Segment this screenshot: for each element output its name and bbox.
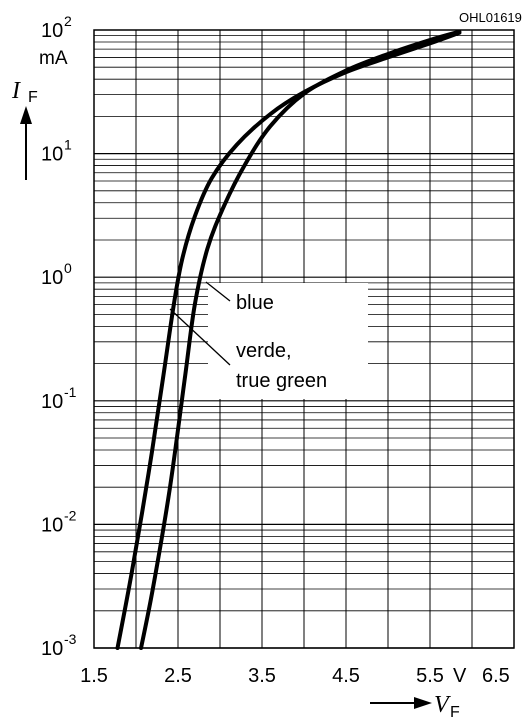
x-symbol: V	[434, 692, 451, 718]
x-tick-label: 1.5	[80, 665, 108, 687]
x-tick-labels: 1.5 2.5 3.5 4.5 5.5 6.5	[80, 665, 510, 687]
y-tick-base: 10	[41, 391, 63, 413]
legend-box	[208, 283, 368, 399]
legend-entry-verde-line2: true green	[236, 370, 327, 392]
y-tick-exponent: -2	[64, 507, 77, 523]
y-tick-exponent: 2	[64, 13, 72, 29]
y-tick-label: 10 -2	[41, 507, 77, 536]
leader-blue	[205, 281, 231, 302]
y-tick-label: 10 0	[41, 260, 72, 289]
series-line-verde-true-green	[139, 29, 462, 650]
plot-border	[93, 29, 515, 649]
y-tick-base: 10	[41, 514, 63, 536]
y-tick-label: 10 -1	[41, 384, 77, 413]
y-tick-exponent: -1	[64, 384, 77, 400]
legend-leaders	[169, 281, 231, 366]
curves	[115, 29, 462, 650]
y-symbol: I	[11, 78, 21, 104]
y-tick-base: 10	[41, 144, 63, 166]
x-tick-label: 3.5	[248, 665, 276, 687]
x-subscript: F	[450, 704, 460, 721]
y-tick-base: 10	[41, 267, 63, 289]
legend-entry-verde-line1: verde,	[236, 340, 292, 362]
y-axis-label: mA I F	[11, 48, 68, 180]
y-tick-base: 10	[41, 638, 63, 660]
y-tick-label: 10 1	[41, 137, 72, 166]
y-tick-exponent: -3	[64, 631, 77, 647]
x-tick-label: 4.5	[332, 665, 360, 687]
y-tick-exponent: 1	[64, 137, 72, 153]
x-unit: V	[453, 665, 467, 687]
x-tick-label: 6.5	[482, 665, 510, 687]
plot-frame	[93, 29, 515, 649]
y-subscript: F	[28, 89, 38, 106]
x-arrow-head	[414, 697, 432, 709]
y-tick-base: 10	[41, 20, 63, 42]
y-tick-label: 10 -3	[41, 631, 77, 660]
legend-entry-blue: blue	[236, 292, 274, 314]
figure-code: OHL01619	[459, 10, 522, 25]
leader-verde	[169, 308, 231, 366]
y-unit: mA	[39, 48, 68, 69]
y-tick-exponent: 0	[64, 260, 72, 276]
y-tick-label: 10 2	[41, 13, 72, 42]
series-line-blue	[115, 30, 462, 650]
y-arrow-head	[20, 106, 32, 124]
x-axis-label: V F V	[370, 665, 467, 721]
x-tick-label: 2.5	[164, 665, 192, 687]
x-tick-label: 5.5	[416, 665, 444, 687]
